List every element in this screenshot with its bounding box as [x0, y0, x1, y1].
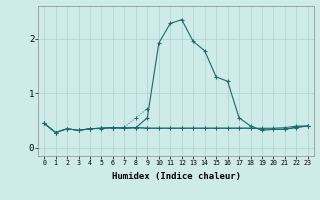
X-axis label: Humidex (Indice chaleur): Humidex (Indice chaleur): [111, 172, 241, 181]
